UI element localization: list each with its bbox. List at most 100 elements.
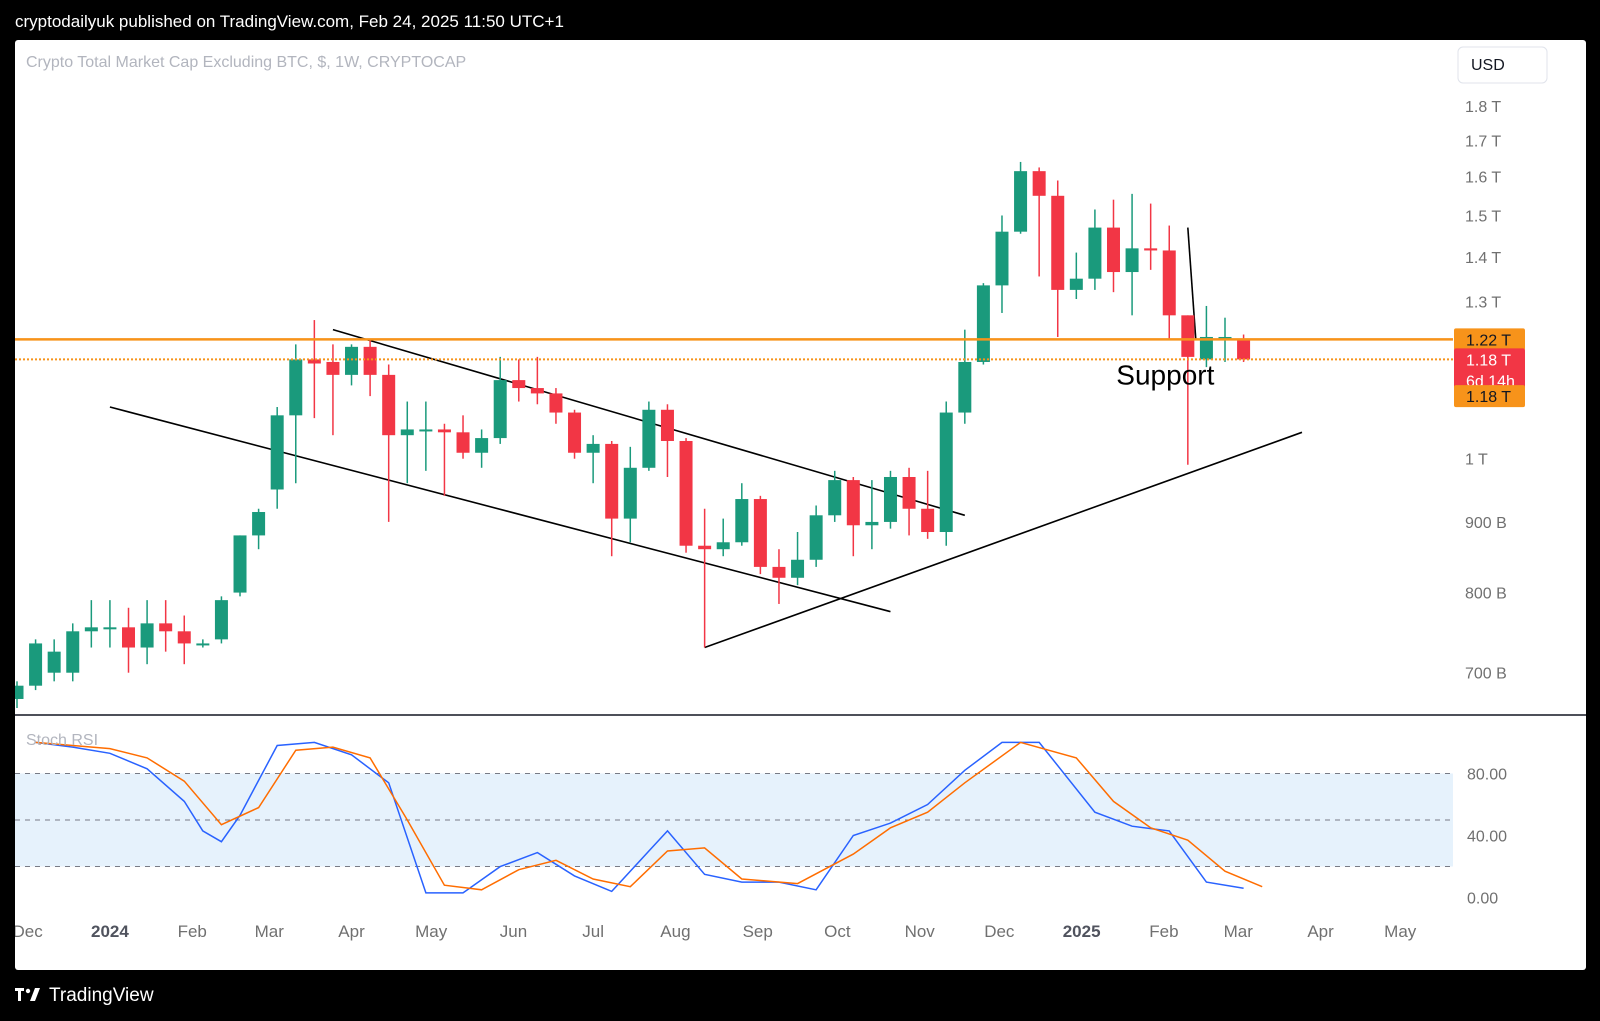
candle-down[interactable] — [363, 339, 377, 397]
candle-body — [66, 631, 80, 673]
candle-up[interactable] — [642, 401, 656, 471]
candle-down[interactable] — [1162, 225, 1176, 340]
time-tick-label: May — [415, 922, 448, 941]
candle-down[interactable] — [568, 409, 582, 459]
candle-down[interactable] — [772, 549, 786, 604]
candle-body — [828, 480, 842, 516]
candle-down[interactable] — [679, 438, 693, 553]
candle-up[interactable] — [1199, 305, 1213, 368]
candle-down[interactable] — [846, 476, 860, 557]
candle-up[interactable] — [828, 470, 842, 522]
candle-up[interactable] — [400, 401, 414, 484]
candle-up[interactable] — [66, 623, 80, 682]
candle-down[interactable] — [177, 615, 191, 665]
candle-up[interactable] — [140, 600, 154, 665]
price-tick-label: 1.4 T — [1465, 250, 1501, 267]
candle-body — [177, 631, 191, 644]
candle-up[interactable] — [1125, 193, 1139, 316]
candle-up[interactable] — [493, 356, 507, 444]
candle-body — [939, 412, 953, 533]
candle-up[interactable] — [29, 639, 43, 691]
currency-button[interactable]: USD — [1457, 46, 1548, 84]
candle-up[interactable] — [1069, 252, 1083, 300]
candle-down[interactable] — [326, 344, 340, 436]
candle-body — [902, 476, 916, 509]
candle-up[interactable] — [995, 215, 1009, 313]
price-tick-label: 1.5 T — [1465, 208, 1501, 225]
candle-down[interactable] — [530, 356, 544, 405]
candle-up[interactable] — [196, 639, 210, 648]
price-label-box — [1454, 328, 1525, 351]
candle-up[interactable] — [270, 407, 284, 509]
candle-body — [642, 409, 656, 468]
trendline[interactable] — [109, 406, 891, 613]
candle-down[interactable] — [122, 607, 136, 673]
support-annotation[interactable]: Support — [1116, 359, 1214, 390]
candle-up[interactable] — [103, 600, 117, 648]
candle-up[interactable] — [865, 480, 879, 550]
candle-up[interactable] — [214, 596, 228, 644]
candle-up[interactable] — [958, 329, 972, 424]
candle-down[interactable] — [753, 495, 767, 575]
candle-down[interactable] — [512, 359, 526, 402]
stoch-k-line[interactable] — [35, 741, 1244, 894]
candle-up[interactable] — [475, 429, 489, 468]
candle-up[interactable] — [84, 600, 98, 648]
tradingview-footer[interactable]: TradingView — [15, 985, 154, 1007]
candle-down[interactable] — [307, 320, 321, 419]
candle-down[interactable] — [159, 600, 173, 652]
candle-up[interactable] — [883, 470, 897, 529]
candle-up[interactable] — [735, 483, 749, 546]
candle-up[interactable] — [809, 505, 823, 567]
price-tick-label: 1.3 T — [1465, 294, 1501, 311]
stoch-d-line[interactable] — [35, 741, 1263, 891]
price-tick-label: 1.8 T — [1465, 99, 1501, 116]
candle-down[interactable] — [1144, 203, 1158, 270]
time-tick-label: May — [1384, 922, 1417, 941]
candle-down[interactable] — [1106, 199, 1120, 293]
candle-body — [846, 480, 860, 526]
candle-down[interactable] — [660, 404, 674, 477]
candle-up[interactable] — [252, 508, 266, 550]
candle-up[interactable] — [47, 639, 61, 682]
candle-body — [735, 499, 749, 543]
stoch-rsi-title: Stoch RSI — [26, 732, 98, 749]
price-tick-label: 1 T — [1465, 452, 1488, 469]
price-plot: 1.8 T 1.7 T 1.6 T 1.5 T 1.4 T 1.3 T 1 T 900 B 80… — [15, 99, 1525, 708]
candle-down[interactable] — [902, 467, 916, 536]
chart-canvas[interactable]: Crypto Total Market Cap Excluding BTC, $… — [15, 40, 1586, 970]
trendline[interactable] — [704, 431, 1303, 649]
candle-up[interactable] — [345, 344, 359, 386]
price-label-box — [1454, 385, 1525, 408]
candle-down[interactable] — [549, 388, 563, 424]
candle-body — [791, 559, 805, 578]
candle-down[interactable] — [456, 415, 470, 459]
candle-up[interactable] — [716, 518, 730, 557]
candle-up[interactable] — [15, 681, 24, 708]
candle-up[interactable] — [791, 532, 805, 586]
candle-up[interactable] — [586, 435, 600, 484]
candle-down[interactable] — [1032, 167, 1046, 277]
candle-up[interactable] — [419, 401, 433, 471]
candle-down[interactable] — [1051, 180, 1065, 337]
candle-up[interactable] — [1088, 209, 1102, 290]
candle-down[interactable] — [698, 508, 712, 648]
candle-up[interactable] — [1014, 161, 1028, 234]
candle-body — [1199, 336, 1213, 360]
trendline[interactable] — [1187, 227, 1197, 340]
time-tick-label: Mar — [255, 922, 285, 941]
candle-down[interactable] — [921, 470, 935, 539]
candle-up[interactable] — [623, 446, 637, 543]
chart-panel[interactable]: Crypto Total Market Cap Excluding BTC, $… — [15, 40, 1586, 970]
candle-body — [270, 415, 284, 490]
candle-body — [958, 361, 972, 413]
candle-up[interactable] — [939, 401, 953, 546]
candle-down[interactable] — [382, 364, 396, 522]
candle-down[interactable] — [437, 423, 451, 496]
candle-body — [1106, 227, 1120, 273]
candle-down[interactable] — [605, 440, 619, 557]
candle-up[interactable] — [233, 535, 247, 597]
candle-up[interactable] — [289, 344, 303, 484]
candle-up[interactable] — [976, 283, 990, 365]
time-axis[interactable]: Dec 2024 Feb Mar Apr May Jun Jul Aug Sep Oct Nov Dec… — [15, 922, 1417, 941]
